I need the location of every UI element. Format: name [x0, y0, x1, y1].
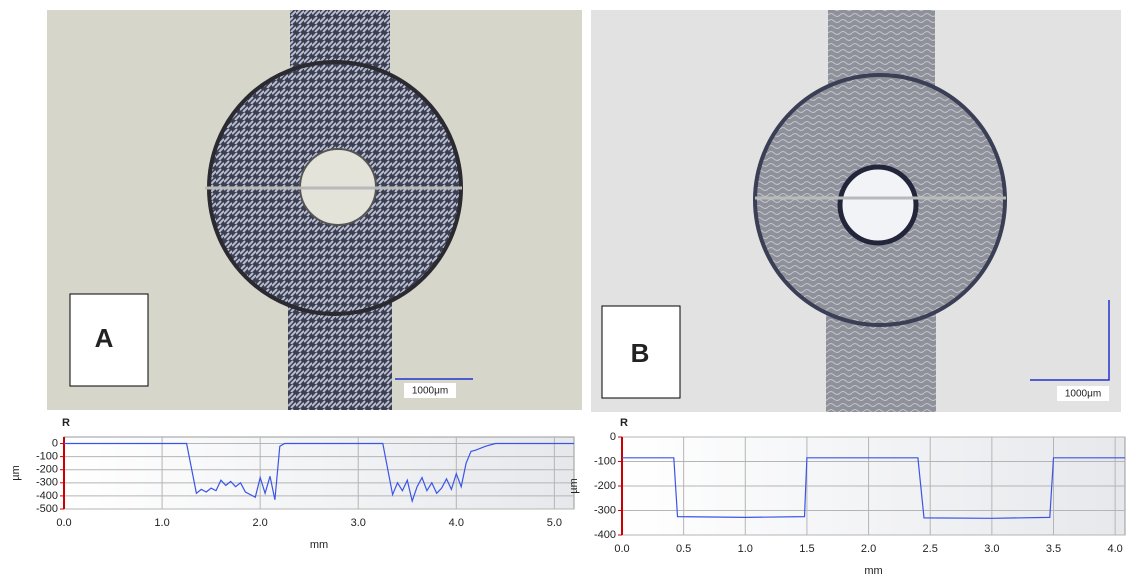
- x-tick-label: 3.0: [984, 543, 999, 555]
- x-tick-label: 1.0: [154, 517, 169, 529]
- x-tick-label: 1.0: [738, 543, 753, 555]
- profile-line: [64, 442, 574, 504]
- scale-bar-label: 1000μm: [412, 386, 448, 397]
- x-tick-label: 3.5: [1046, 543, 1061, 555]
- y-tick-label: -200: [36, 464, 58, 476]
- y-tick-label: -300: [36, 477, 58, 489]
- x-tick-label: 0.5: [676, 543, 691, 555]
- x-tick-label: 4.0: [1107, 543, 1122, 555]
- x-tick-label: 5.0: [547, 517, 562, 529]
- y-tick-label: -100: [594, 455, 616, 467]
- y-tick-label: -200: [594, 480, 616, 492]
- y-tick-label: -100: [36, 451, 58, 463]
- micrograph-a: A 1000μm: [47, 10, 582, 410]
- annotation: R: [620, 417, 628, 429]
- panel-label: A: [95, 323, 114, 353]
- y-tick-label: -500: [36, 503, 58, 515]
- y-tick-label: -400: [36, 490, 58, 502]
- x-tick-label: 1.5: [799, 543, 814, 555]
- y-tick-label: -300: [594, 504, 616, 516]
- x-tick-label: 2.0: [861, 543, 876, 555]
- x-tick-label: 2.5: [923, 543, 938, 555]
- scale-bar-label: 1000μm: [1065, 389, 1101, 400]
- x-axis-label: mm: [864, 565, 882, 577]
- y-tick-label: 0: [52, 437, 58, 449]
- x-tick-label: 4.0: [449, 517, 464, 529]
- x-axis-label: mm: [310, 539, 328, 551]
- x-tick-label: 3.0: [351, 517, 366, 529]
- annotation: R: [62, 417, 70, 429]
- x-tick-label: 0.0: [56, 517, 71, 529]
- y-tick-label: 0: [610, 431, 616, 443]
- plot-area: [63, 436, 575, 510]
- y-tick-label: -400: [594, 529, 616, 541]
- y-axis-label: µm: [10, 465, 22, 481]
- x-tick-label: 2.0: [253, 517, 268, 529]
- panel-label: B: [631, 338, 650, 368]
- x-tick-label: 0.0: [614, 543, 629, 555]
- micrograph-b: B 1000μm: [591, 10, 1121, 412]
- profile-line: [622, 457, 1125, 519]
- y-axis-label: µm: [568, 478, 580, 494]
